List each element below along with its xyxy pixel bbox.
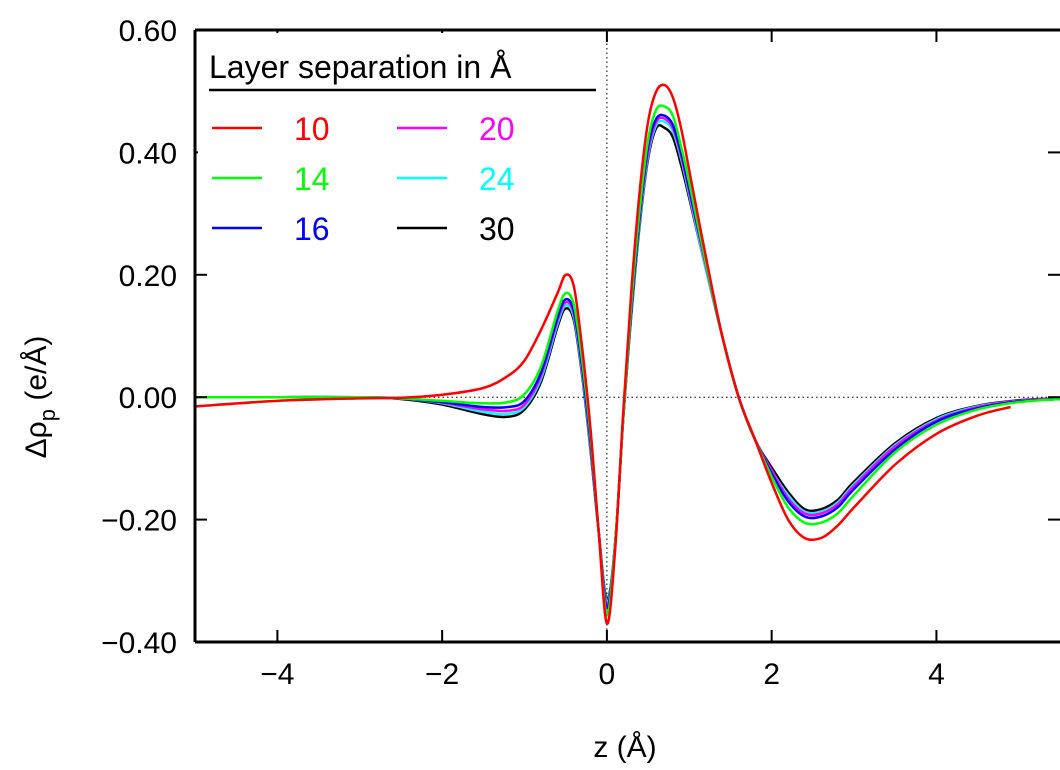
series-line-14 [195, 104, 1060, 616]
legend-label-24: 24 [479, 161, 515, 197]
x-tick-label: 4 [928, 658, 945, 691]
y-tick-label: 0.40 [119, 137, 177, 170]
x-tick-label: 0 [599, 658, 616, 691]
y-axis-label: Δρp (e/Å) [20, 336, 60, 459]
legend-label-16: 16 [294, 211, 330, 247]
y-axis-label-main: Δρ [20, 421, 53, 458]
legend-label-20: 20 [479, 111, 515, 147]
axis-ticks: −4 −2 0 2 4−0.40−0.200.000.200.400.60 [101, 15, 1060, 691]
legend-title: Layer separation in Å [209, 49, 512, 85]
legend: Layer separation in Å 10 14 16 20 24 30 [198, 33, 600, 258]
x-axis-label: z (Å) [593, 731, 656, 764]
series-layer [195, 83, 1060, 625]
series-line-10 [195, 83, 1011, 625]
y-axis-label-unit: (e/Å) [20, 336, 53, 409]
plot-frame [193, 28, 1060, 644]
x-tick-label: 2 [763, 658, 780, 691]
legend-label-30: 30 [479, 211, 515, 247]
legend-background [198, 33, 600, 258]
y-axis-label-subscript: p [35, 409, 60, 421]
y-tick-label: 0.60 [119, 15, 177, 48]
legend-label-14: 14 [294, 161, 330, 197]
y-tick-label: −0.40 [101, 627, 177, 660]
y-tick-label: 0.20 [119, 260, 177, 293]
x-tick-label: −4 [260, 658, 294, 691]
legend-items: 10 14 16 20 24 30 [212, 111, 515, 247]
y-tick-label: −0.20 [101, 505, 177, 538]
legend-label-10: 10 [294, 111, 330, 147]
x-tick-label: −2 [425, 658, 459, 691]
y-tick-label: 0.00 [119, 382, 177, 415]
